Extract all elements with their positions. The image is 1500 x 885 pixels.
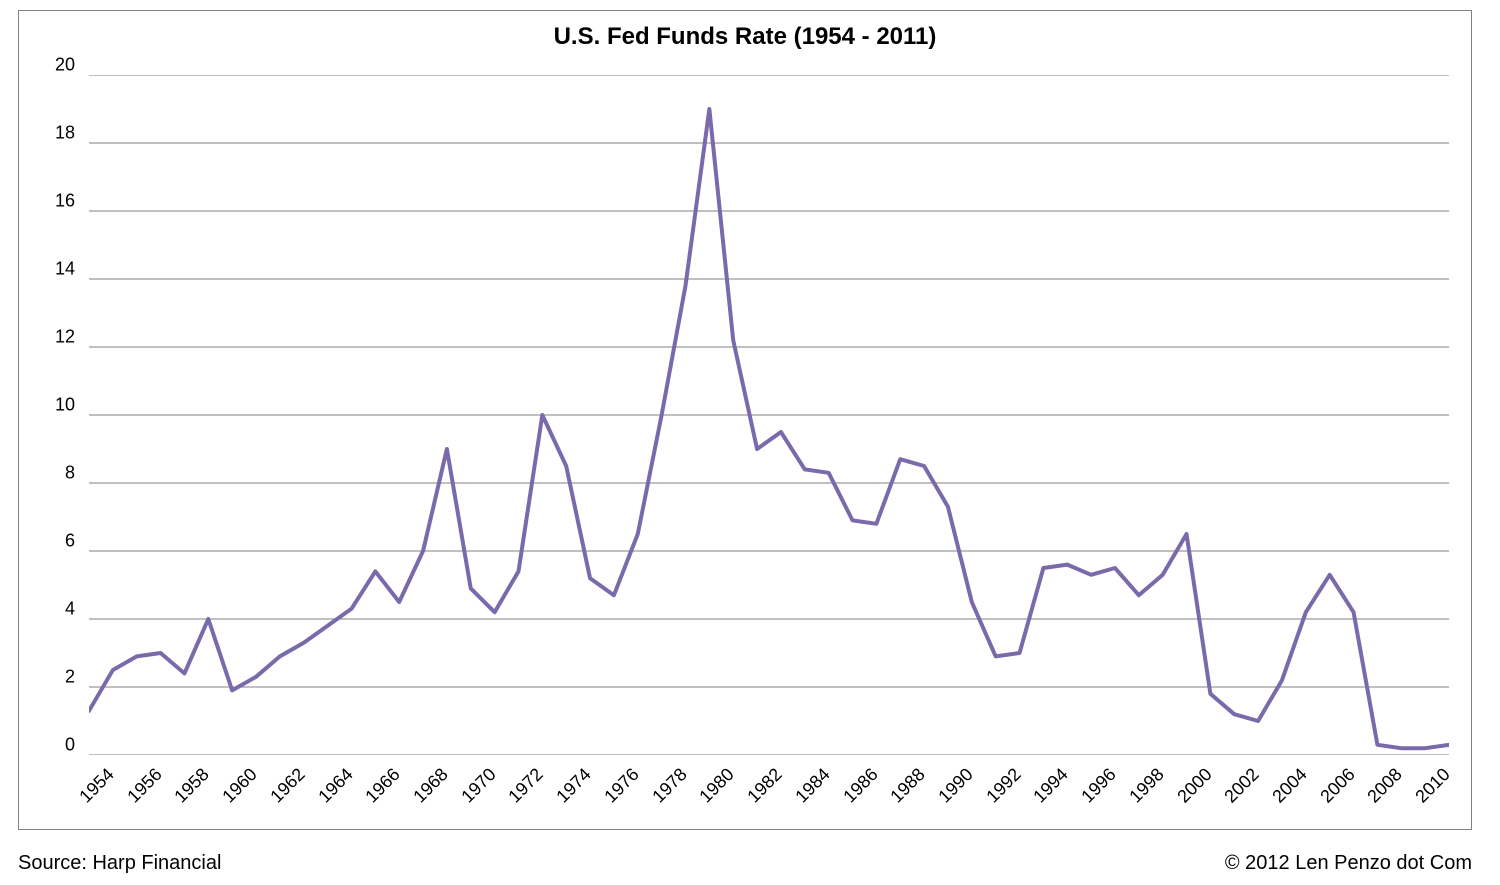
x-tick-label: 2002: [1221, 764, 1264, 807]
y-tick-label: 20: [25, 55, 75, 76]
x-tick-label: 2010: [1411, 764, 1454, 807]
y-tick-label: 8: [25, 463, 75, 484]
x-tick-label: 1962: [266, 764, 309, 807]
x-tick-label: 1974: [552, 764, 595, 807]
x-tick-label: 2000: [1173, 764, 1216, 807]
x-tick-label: 2006: [1316, 764, 1359, 807]
y-tick-label: 18: [25, 123, 75, 144]
chart-frame: U.S. Fed Funds Rate (1954 - 2011) 0 2 4 6 8 1…: [18, 10, 1472, 830]
x-tick-label: 1982: [743, 764, 786, 807]
x-tick-label: 2004: [1268, 764, 1311, 807]
x-tick-label: 1978: [648, 764, 691, 807]
line-chart-svg: [89, 75, 1449, 755]
x-tick-label: 1988: [887, 764, 930, 807]
y-tick-label: 6: [25, 531, 75, 552]
x-tick-label: 1964: [314, 764, 357, 807]
x-tick-label: 1994: [1030, 764, 1073, 807]
chart-title: U.S. Fed Funds Rate (1954 - 2011): [19, 23, 1471, 51]
x-tick-label: 1980: [696, 764, 739, 807]
y-tick-label: 2: [25, 667, 75, 688]
x-tick-label: 1956: [123, 764, 166, 807]
y-tick-label: 14: [25, 259, 75, 280]
x-tick-label: 1958: [171, 764, 214, 807]
source-text: Source: Harp Financial: [18, 852, 221, 875]
y-tick-label: 4: [25, 599, 75, 620]
x-tick-label: 1972: [505, 764, 548, 807]
plot-area: [89, 75, 1449, 755]
x-tick-label: 1954: [75, 764, 118, 807]
x-tick-label: 1998: [1125, 764, 1168, 807]
x-tick-label: 1990: [934, 764, 977, 807]
y-tick-label: 16: [25, 191, 75, 212]
x-tick-label: 1976: [600, 764, 643, 807]
copyright-text: © 2012 Len Penzo dot Com: [1225, 852, 1472, 875]
x-tick-label: 1992: [982, 764, 1025, 807]
x-tick-label: 1968: [409, 764, 452, 807]
x-tick-label: 1984: [791, 764, 834, 807]
x-tick-label: 1960: [218, 764, 261, 807]
x-tick-label: 1966: [362, 764, 405, 807]
y-tick-label: 0: [25, 735, 75, 756]
x-tick-label: 2008: [1364, 764, 1407, 807]
x-tick-label: 1986: [839, 764, 882, 807]
y-tick-label: 12: [25, 327, 75, 348]
x-tick-label: 1996: [1077, 764, 1120, 807]
x-tick-label: 1970: [457, 764, 500, 807]
y-tick-label: 10: [25, 395, 75, 416]
